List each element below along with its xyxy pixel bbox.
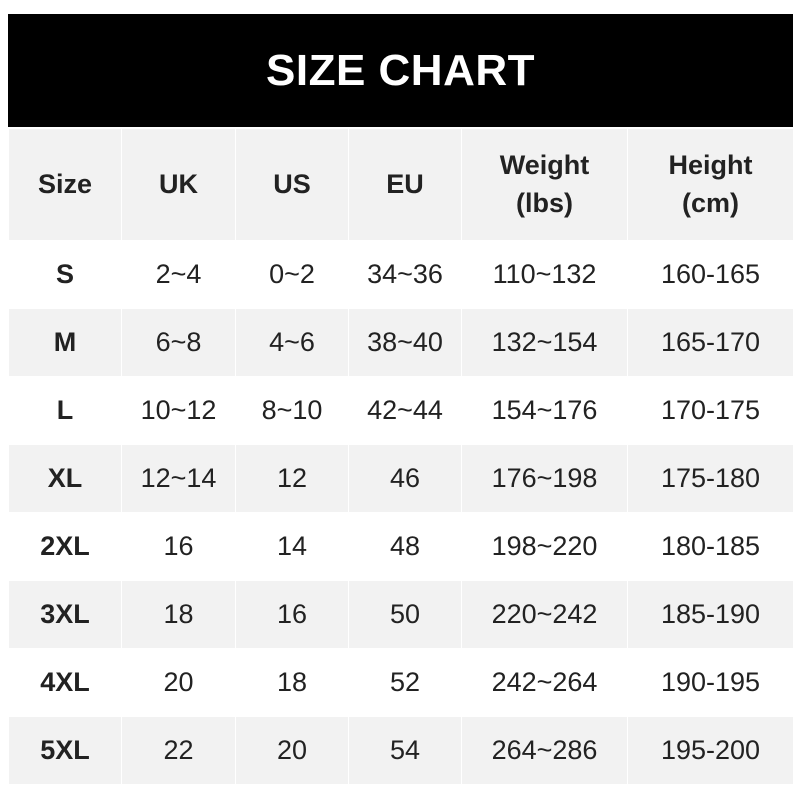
cell-eu: 48	[348, 512, 462, 581]
cell-size: 5XL	[8, 716, 122, 785]
cell-uk: 2~4	[121, 240, 236, 309]
cell-us: 4~6	[235, 308, 349, 377]
column-header-eu: EU	[348, 128, 462, 241]
cell-uk: 6~8	[121, 308, 236, 377]
cell-weight: 198~220	[461, 512, 628, 581]
cell-weight: 154~176	[461, 376, 628, 445]
cell-height: 165-170	[627, 308, 794, 377]
table-row: L 10~12 8~10 42~44 154~176 170-175	[8, 376, 794, 445]
cell-size: 2XL	[8, 512, 122, 581]
column-header-uk: UK	[121, 128, 236, 241]
cell-size: 3XL	[8, 580, 122, 649]
cell-height: 175-180	[627, 444, 794, 513]
cell-weight: 264~286	[461, 716, 628, 785]
column-header-us: US	[235, 128, 349, 241]
cell-eu: 38~40	[348, 308, 462, 377]
cell-size: M	[8, 308, 122, 377]
cell-size: 4XL	[8, 648, 122, 717]
cell-eu: 52	[348, 648, 462, 717]
cell-height: 180-185	[627, 512, 794, 581]
table-row: XL 12~14 12 46 176~198 175-180	[8, 444, 794, 513]
table-row: 3XL 18 16 50 220~242 185-190	[8, 580, 794, 649]
cell-uk: 20	[121, 648, 236, 717]
cell-height: 185-190	[627, 580, 794, 649]
column-header-height: Height (cm)	[627, 128, 794, 241]
cell-uk: 10~12	[121, 376, 236, 445]
cell-us: 18	[235, 648, 349, 717]
cell-eu: 42~44	[348, 376, 462, 445]
table-row: 5XL 22 20 54 264~286 195-200	[8, 716, 794, 785]
size-table: Size UK US EU Weight (lbs) Height (cm) S 2~4 0~…	[8, 128, 794, 785]
cell-eu: 46	[348, 444, 462, 513]
table-row: 4XL 20 18 52 242~264 190-195	[8, 648, 794, 717]
cell-weight: 220~242	[461, 580, 628, 649]
cell-eu: 34~36	[348, 240, 462, 309]
cell-size: XL	[8, 444, 122, 513]
cell-height: 190-195	[627, 648, 794, 717]
table-row: 2XL 16 14 48 198~220 180-185	[8, 512, 794, 581]
cell-uk: 18	[121, 580, 236, 649]
cell-size: S	[8, 240, 122, 309]
cell-eu: 54	[348, 716, 462, 785]
table-row: S 2~4 0~2 34~36 110~132 160-165	[8, 240, 794, 309]
cell-uk: 12~14	[121, 444, 236, 513]
column-header-size: Size	[8, 128, 122, 241]
cell-height: 160-165	[627, 240, 794, 309]
cell-uk: 22	[121, 716, 236, 785]
table-header-row: Size UK US EU Weight (lbs) Height (cm)	[8, 128, 794, 241]
cell-weight: 242~264	[461, 648, 628, 717]
size-chart: SIZE CHART Size UK US EU Weight (lbs) Height …	[8, 14, 794, 785]
cell-us: 16	[235, 580, 349, 649]
column-header-weight: Weight (lbs)	[461, 128, 628, 241]
cell-height: 195-200	[627, 716, 794, 785]
cell-weight: 110~132	[461, 240, 628, 309]
cell-us: 14	[235, 512, 349, 581]
cell-us: 0~2	[235, 240, 349, 309]
chart-title: SIZE CHART	[8, 14, 793, 127]
cell-us: 20	[235, 716, 349, 785]
table-row: M 6~8 4~6 38~40 132~154 165-170	[8, 308, 794, 377]
cell-us: 8~10	[235, 376, 349, 445]
cell-size: L	[8, 376, 122, 445]
cell-weight: 176~198	[461, 444, 628, 513]
cell-uk: 16	[121, 512, 236, 581]
cell-eu: 50	[348, 580, 462, 649]
cell-weight: 132~154	[461, 308, 628, 377]
cell-us: 12	[235, 444, 349, 513]
cell-height: 170-175	[627, 376, 794, 445]
